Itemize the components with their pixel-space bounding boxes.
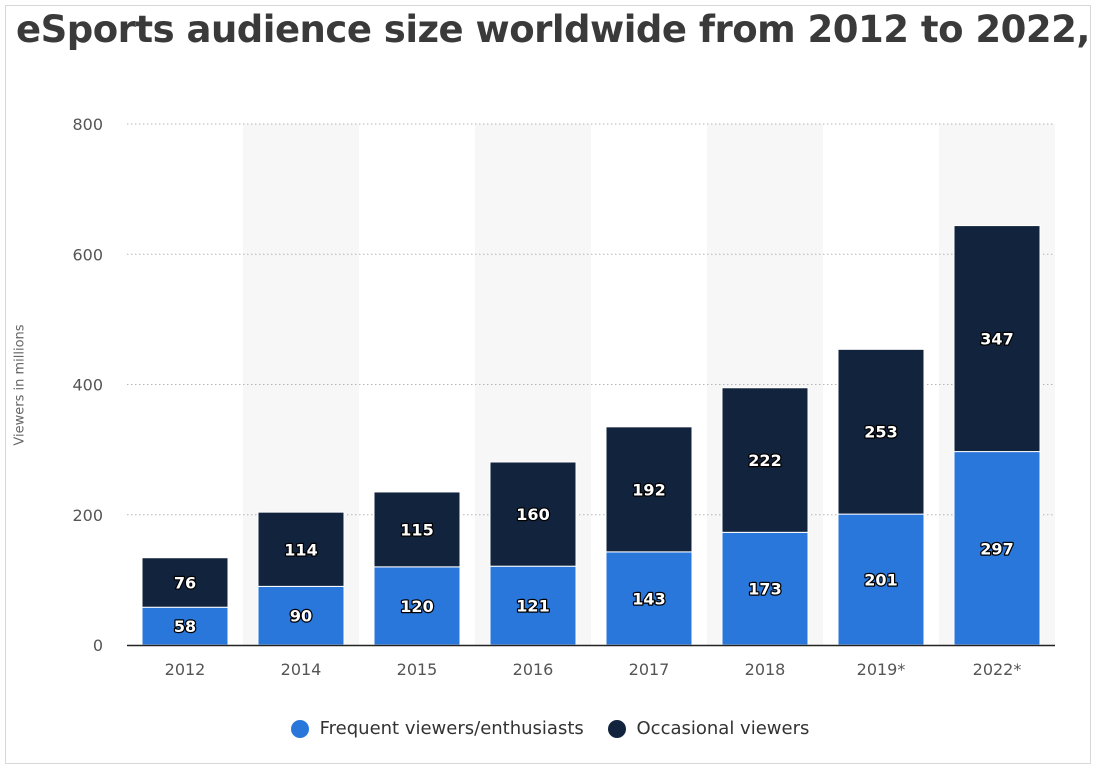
x-tick-label-2019*: 2019* [857, 660, 906, 679]
legend-label-occasional: Occasional viewers [636, 718, 810, 739]
bar-frequent-2019* [837, 513, 925, 646]
chart-title: eSports audience size worldwide from 201… [16, 8, 1100, 51]
data-label-occasional-2019*: 253 [864, 423, 897, 442]
bar-occasional-2014 [257, 511, 345, 587]
x-tick-label-2016: 2016 [513, 660, 554, 679]
data-label-frequent-2018: 173 [748, 580, 781, 599]
y-tick-label-800: 800 [72, 115, 103, 134]
x-tick-label-2018: 2018 [745, 660, 786, 679]
bar-occasional-2015 [373, 491, 461, 568]
bar-occasional-2018 [721, 387, 809, 533]
x-tick-label-2014: 2014 [281, 660, 322, 679]
bar-frequent-2016 [489, 565, 577, 646]
x-tick-label-2015: 2015 [397, 660, 438, 679]
bar-frequent-2015 [373, 566, 461, 646]
y-tick-label-600: 600 [72, 245, 103, 264]
data-label-frequent-2014: 90 [290, 607, 312, 626]
legend-label-frequent: Frequent viewers/enthusiasts [319, 718, 584, 739]
bar-frequent-2014 [257, 585, 345, 646]
legend-item-frequent[interactable]: Frequent viewers/enthusiasts [290, 718, 584, 739]
data-label-occasional-2015: 115 [400, 520, 433, 539]
data-label-occasional-2012: 76 [174, 573, 196, 592]
data-label-occasional-2017: 192 [632, 480, 665, 499]
data-label-occasional-2016: 160 [516, 505, 549, 524]
y-tick-label-0: 0 [93, 636, 103, 655]
y-tick-label-200: 200 [72, 506, 103, 525]
data-label-occasional-2018: 222 [748, 451, 781, 470]
data-label-frequent-2015: 120 [400, 597, 433, 616]
data-label-frequent-2016: 121 [516, 597, 549, 616]
bar-occasional-2022* [953, 225, 1041, 453]
x-tick-label-2022*: 2022* [973, 660, 1022, 679]
legend-marker-frequent [290, 719, 309, 738]
x-tick-label-2012: 2012 [165, 660, 206, 679]
data-label-occasional-2014: 114 [284, 540, 317, 559]
chart-plot: 0 200 400 600 800 58 76 2012 90 114 2014 120 115 2015… [72, 115, 1055, 679]
y-tick-label-400: 400 [72, 376, 103, 395]
bar-occasional-2012 [141, 557, 229, 608]
legend-item-occasional[interactable]: Occasional viewers [607, 718, 810, 739]
bar-frequent-2018 [721, 531, 809, 646]
data-label-frequent-2012: 58 [174, 617, 196, 636]
legend-marker-occasional [607, 719, 626, 738]
x-tick-label-2017: 2017 [629, 660, 670, 679]
bar-occasional-2017 [605, 426, 693, 553]
chart-legend: Frequent viewers/enthusiasts Occasional … [0, 718, 1100, 743]
bar-frequent-2022* [953, 451, 1041, 646]
data-label-frequent-2017: 143 [632, 589, 665, 608]
bar-occasional-2019* [837, 348, 925, 515]
data-label-frequent-2022*: 297 [980, 539, 1013, 558]
data-label-occasional-2022*: 347 [980, 330, 1013, 349]
bar-occasional-2016 [489, 461, 577, 567]
bar-frequent-2017 [605, 551, 693, 646]
data-label-frequent-2019*: 201 [864, 571, 897, 590]
